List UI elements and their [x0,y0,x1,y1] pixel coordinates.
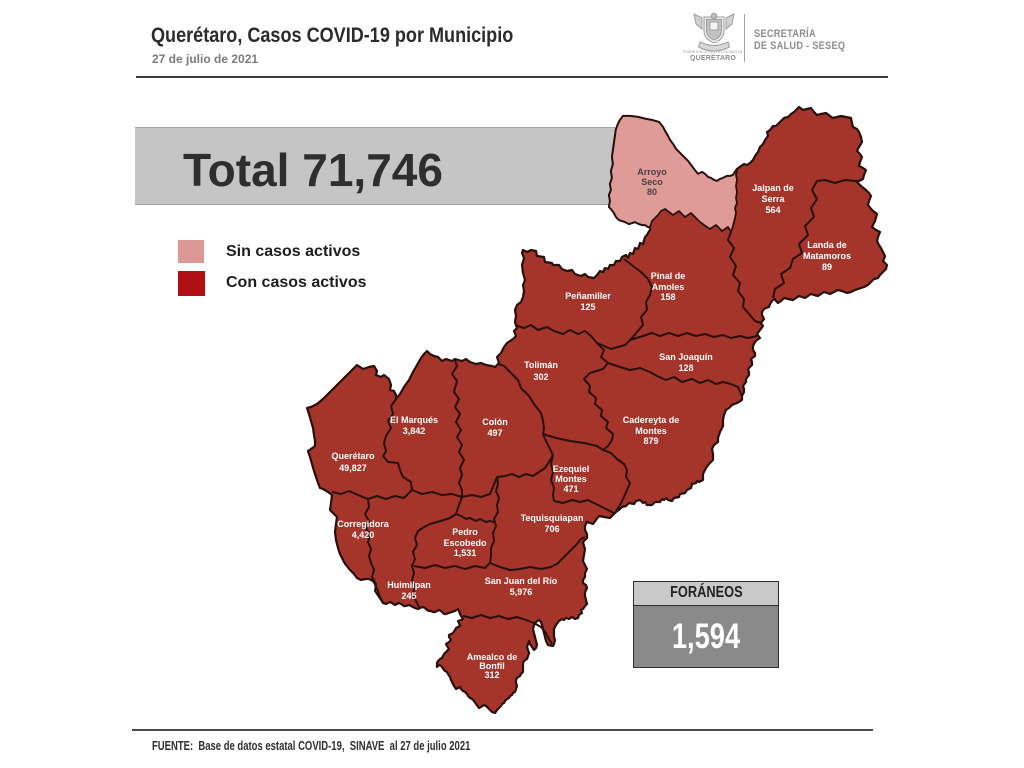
svg-text:Montes: Montes [635,426,667,436]
svg-text:Matamoros: Matamoros [803,251,851,261]
svg-text:706: 706 [544,524,559,534]
svg-text:Jalpan de: Jalpan de [752,183,794,193]
svg-text:Seco: Seco [641,177,663,187]
svg-text:Arroyo: Arroyo [637,167,667,177]
svg-text:Peñamiller: Peñamiller [565,291,611,301]
svg-text:89: 89 [822,262,832,272]
svg-text:3,842: 3,842 [403,426,426,436]
svg-text:El Marqués: El Marqués [390,415,438,425]
svg-text:245: 245 [401,591,416,601]
svg-text:Montes: Montes [555,474,587,484]
svg-text:Landa de: Landa de [807,240,847,250]
svg-text:879: 879 [643,436,658,446]
svg-text:1,531: 1,531 [454,548,477,558]
svg-text:Pedro: Pedro [452,527,478,537]
svg-text:564: 564 [765,205,780,215]
svg-text:5,976: 5,976 [510,587,533,597]
svg-text:Ezequiel: Ezequiel [553,464,590,474]
svg-text:128: 128 [678,363,693,373]
svg-text:Corregidora: Corregidora [337,519,390,529]
svg-text:Tequisquiapan: Tequisquiapan [521,513,584,523]
svg-text:Huimilpan: Huimilpan [387,580,431,590]
svg-text:158: 158 [660,292,675,302]
svg-text:302: 302 [533,372,548,382]
svg-text:49,827: 49,827 [339,463,367,473]
svg-text:San Joaquín: San Joaquín [659,352,713,362]
svg-text:4,420: 4,420 [352,530,375,540]
svg-text:Querétaro: Querétaro [331,451,375,461]
svg-text:497: 497 [487,428,502,438]
svg-text:312: 312 [484,670,499,680]
svg-text:Serra: Serra [761,194,785,204]
svg-text:San Juan del Río: San Juan del Río [485,576,558,586]
svg-text:Pinal de: Pinal de [651,271,686,281]
svg-text:Tolimán: Tolimán [524,360,558,370]
svg-text:Colón: Colón [482,417,508,427]
svg-text:Amealco de: Amealco de [467,652,518,662]
svg-text:471: 471 [563,484,578,494]
svg-text:Escobedo: Escobedo [443,538,487,548]
svg-text:Amoles: Amoles [652,282,685,292]
svg-text:Cadereyta de: Cadereyta de [623,415,680,425]
svg-text:80: 80 [647,187,657,197]
svg-text:Bonfil: Bonfil [479,661,505,671]
svg-text:125: 125 [580,302,595,312]
